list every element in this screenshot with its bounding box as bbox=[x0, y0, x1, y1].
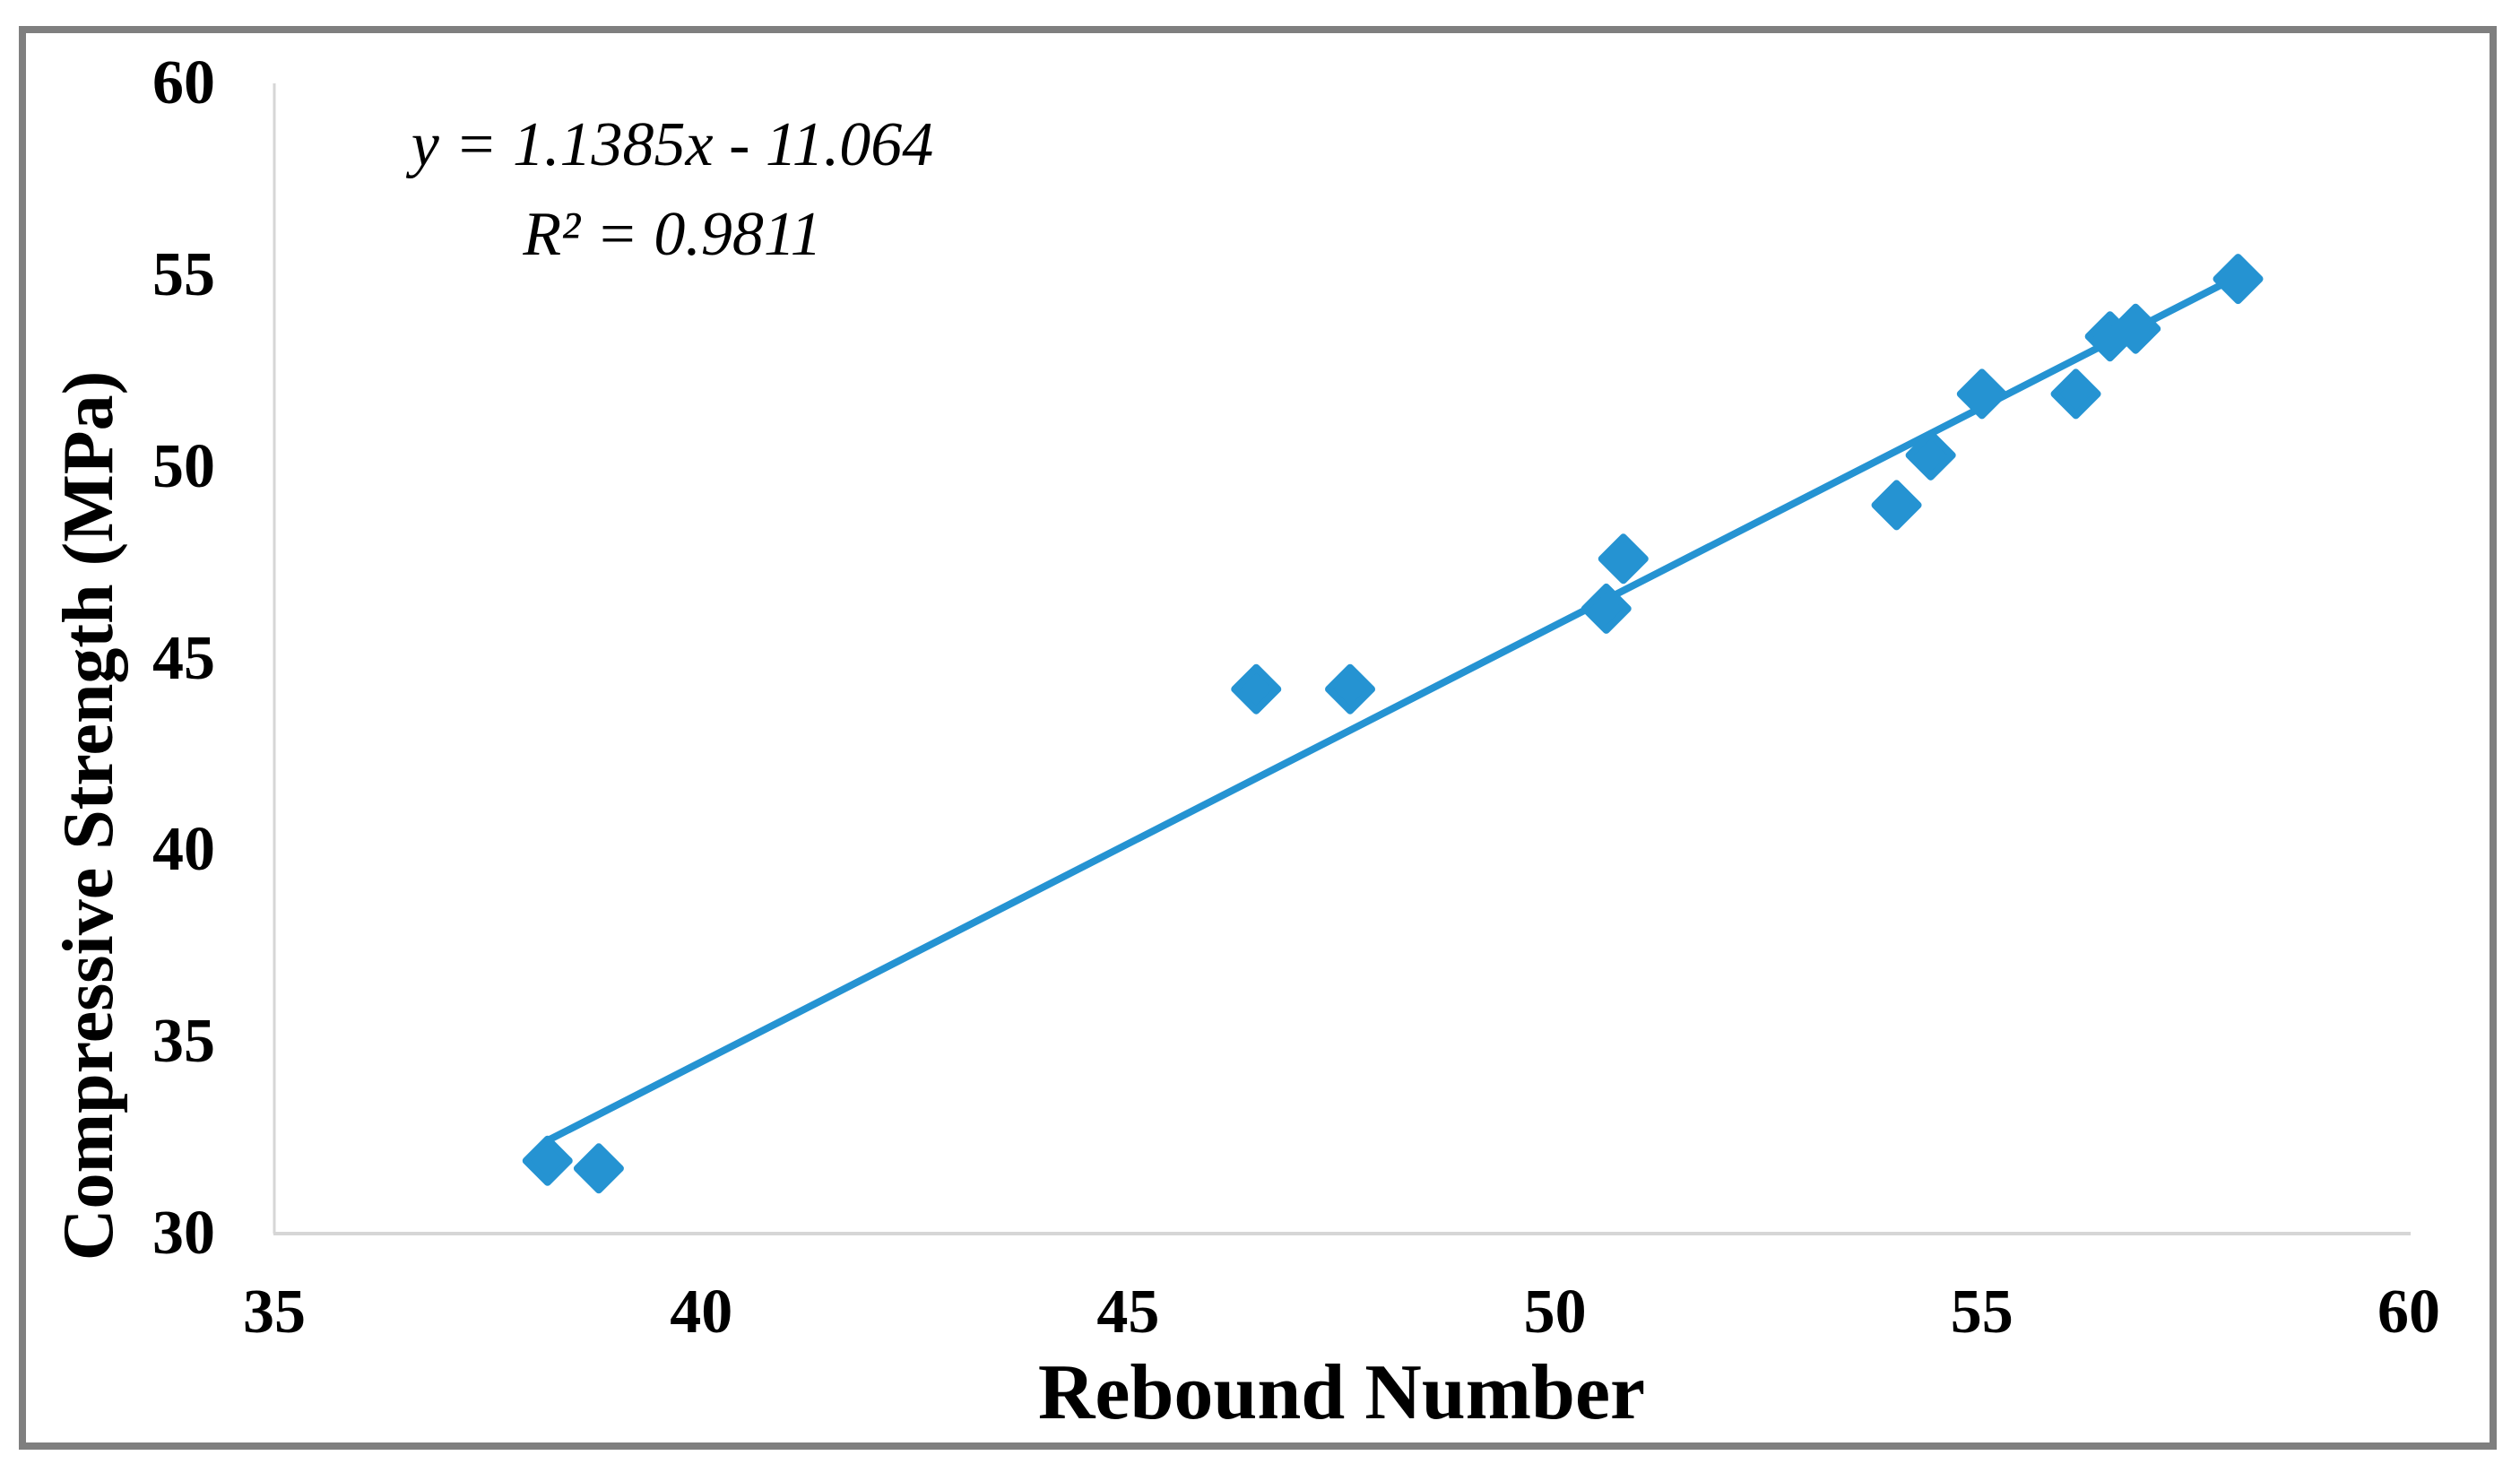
x-tick-label: 50 bbox=[1523, 1278, 1587, 1347]
figure-border bbox=[19, 26, 2497, 1450]
data-point-marker bbox=[1956, 368, 2007, 420]
data-point-marker bbox=[522, 1135, 573, 1186]
x-axis-title: Rebound Number bbox=[1037, 1349, 1646, 1436]
data-point-marker bbox=[2050, 368, 2101, 420]
y-tick-label: 35 bbox=[152, 1007, 215, 1077]
data-point-marker bbox=[1598, 533, 1649, 585]
y-tick-label: 45 bbox=[152, 623, 215, 693]
x-tick-label: 45 bbox=[1096, 1278, 1160, 1347]
data-point-marker bbox=[2110, 303, 2161, 354]
r-squared-value: R² = 0.9811 bbox=[523, 200, 822, 269]
data-point-marker bbox=[2213, 254, 2264, 305]
y-tick-label: 60 bbox=[152, 48, 215, 117]
y-tick-label: 30 bbox=[152, 1199, 215, 1268]
trendline-annotation: y = 1.1385x - 11.064 R² = 0.9811 bbox=[332, 100, 1013, 280]
data-point-marker bbox=[1580, 583, 1632, 634]
y-tick-label: 55 bbox=[152, 239, 215, 309]
data-point-marker bbox=[573, 1143, 624, 1194]
trendline-equation: y = 1.1385x - 11.064 bbox=[411, 110, 934, 179]
x-tick-label: 55 bbox=[1950, 1278, 2013, 1347]
x-tick-label: 35 bbox=[243, 1278, 306, 1347]
x-tick-label: 40 bbox=[670, 1278, 733, 1347]
y-tick-label: 50 bbox=[152, 431, 215, 501]
data-point-marker bbox=[1871, 480, 1922, 531]
trendline bbox=[543, 273, 2242, 1145]
x-tick-label: 60 bbox=[2377, 1278, 2440, 1347]
data-point-marker bbox=[1231, 663, 1282, 715]
data-point-marker bbox=[1325, 663, 1376, 715]
data-point-marker bbox=[1905, 429, 1956, 481]
y-tick-label: 40 bbox=[152, 815, 215, 885]
